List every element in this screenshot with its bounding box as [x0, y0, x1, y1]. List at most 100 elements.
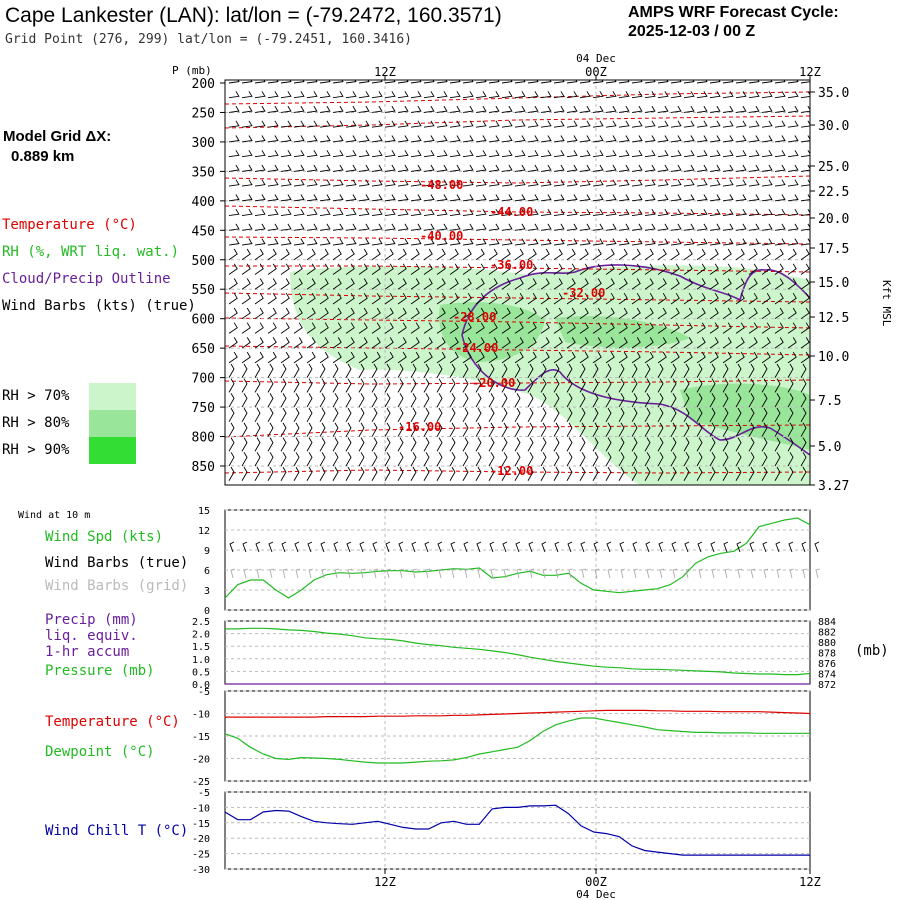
- wind-barb: [463, 408, 468, 422]
- wind-barb: [710, 209, 720, 215]
- time-tick-label: 12Z: [799, 65, 821, 79]
- wind-barb: [619, 136, 629, 142]
- wind-barb: [294, 393, 299, 407]
- wind-barb: [255, 452, 260, 466]
- wind-barb: [281, 121, 291, 127]
- wind-barb: [671, 106, 681, 112]
- wind-barb: [242, 121, 252, 127]
- wind-barb: [346, 452, 351, 466]
- panel-tick-label: -15: [192, 732, 210, 743]
- wind-barb: [684, 195, 694, 201]
- wind-barb: [762, 195, 772, 201]
- wind-barb: [476, 195, 486, 201]
- wind-barb: [242, 195, 252, 201]
- cross-section-panel: -48.00-44.00-40.00-36.00-32.00-28.00-24.…: [172, 52, 893, 494]
- wind-barb: [242, 91, 252, 97]
- wind-barb: [489, 150, 499, 156]
- wind-barb: [619, 165, 629, 171]
- panel-tick-label: -20: [192, 755, 210, 766]
- wind-barb: [788, 121, 798, 127]
- isotherm-label: -20.00: [472, 376, 515, 390]
- wind-barb: [749, 249, 757, 260]
- isotherm-label: -28.00: [453, 310, 496, 324]
- wind-barb: [437, 438, 442, 452]
- wind-barb: [372, 224, 382, 230]
- wind-barb: [515, 423, 520, 437]
- wind-barb: [762, 249, 770, 260]
- height-tick-label: 5.0: [818, 440, 841, 455]
- wind-barb: [567, 452, 572, 466]
- wind-barb: [489, 195, 499, 201]
- wind-barb: [268, 279, 276, 290]
- wind-barb: [736, 150, 746, 156]
- wind-barb: [424, 150, 434, 156]
- wind-barb: [606, 165, 616, 171]
- wind-barb: [320, 379, 325, 393]
- wind-barb: [268, 364, 273, 378]
- wind-barb: [788, 150, 798, 156]
- wind-barb: [346, 209, 356, 215]
- wind-barb: [567, 106, 577, 112]
- wind-barb: [788, 224, 798, 230]
- wind-barb: [723, 209, 733, 215]
- bottom-time-label: 12Z: [374, 875, 396, 889]
- wind-barb: [242, 352, 250, 363]
- panel-frame: [225, 792, 810, 869]
- wind-barb: [385, 106, 395, 112]
- wind-barb: [385, 91, 395, 97]
- height-tick-label: 22.5: [818, 185, 849, 200]
- wind-barb: [593, 180, 603, 186]
- wind-barb: [450, 136, 460, 142]
- wind-barb: [749, 224, 759, 230]
- height-tick-label: 15.0: [818, 276, 849, 291]
- wind-barb: [372, 452, 377, 466]
- wind-barb: [411, 379, 416, 393]
- wind-barb: [398, 106, 408, 112]
- wind-barb: [437, 106, 447, 112]
- wind-barb: [762, 121, 772, 127]
- wind-barb: [333, 239, 343, 245]
- wind-barb: [281, 91, 291, 97]
- wind-barb: [710, 91, 720, 97]
- wind-barb: [320, 150, 330, 156]
- wind-barb: [307, 467, 312, 481]
- wind-barb: [229, 323, 237, 334]
- wind-barb: [398, 91, 408, 97]
- wind-barb: [437, 452, 442, 466]
- wind-barb: [528, 121, 538, 127]
- wind-barb: [775, 165, 785, 171]
- wind-barb: [749, 106, 759, 112]
- wind-barb: [346, 195, 356, 201]
- wind-barb: [658, 209, 668, 215]
- wind-barb: [723, 91, 733, 97]
- wind-barb: [567, 165, 577, 171]
- wind-barb: [632, 150, 642, 156]
- wind-barb: [229, 180, 239, 186]
- pressure-tick-label: 700: [192, 372, 215, 387]
- wind-barb: [255, 279, 263, 290]
- isotherm-label: -16.00: [398, 420, 441, 434]
- wind-barb: [684, 209, 694, 215]
- wind-barb: [710, 180, 720, 186]
- wind-barb: [541, 249, 549, 260]
- wind-barb: [411, 195, 421, 201]
- wind-barb: [437, 165, 447, 171]
- wind-barb: [502, 136, 512, 142]
- wind-barb: [359, 438, 364, 452]
- height-tick-label: 30.0: [818, 119, 849, 134]
- wind-barb: [671, 224, 681, 230]
- pressure-tick-label: 876: [818, 659, 836, 670]
- wind-barb: [723, 121, 733, 127]
- wind-barb: [697, 195, 707, 201]
- surface-wind-barb-true: [815, 542, 819, 552]
- wind-barb: [476, 467, 481, 481]
- pressure-tick-label: 750: [192, 401, 215, 416]
- wind-barb: [320, 423, 325, 437]
- pressure-tick-label: 650: [192, 342, 215, 357]
- wind-barb: [424, 165, 434, 171]
- wind-barb: [541, 91, 551, 97]
- wind-barb: [294, 423, 299, 437]
- wind-barb: [619, 224, 629, 230]
- wind-barb: [554, 165, 564, 171]
- wind-barb: [619, 195, 629, 201]
